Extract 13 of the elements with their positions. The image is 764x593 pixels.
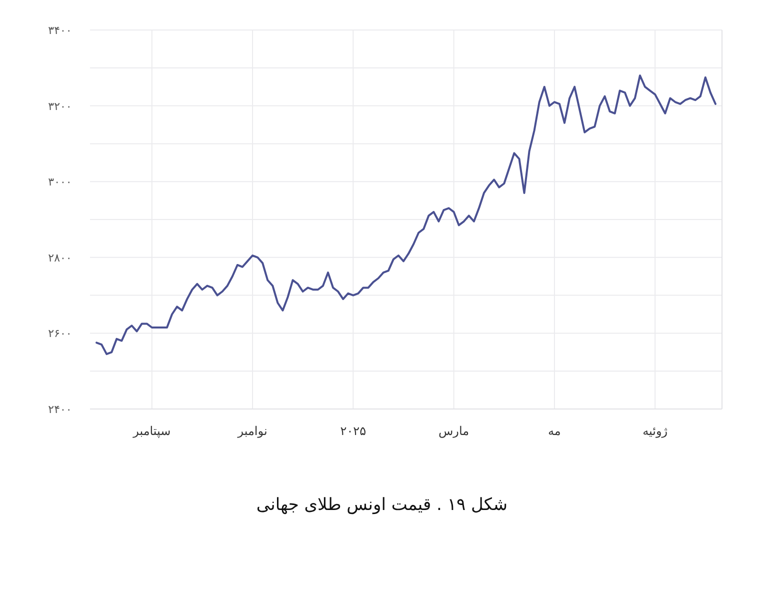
y-tick-label: ۲۴۰۰ [48, 403, 72, 416]
x-tick-label: سپتامبر [132, 424, 171, 438]
text: شکل ۱۹ . قیمت اونس طلای جهانی [256, 495, 508, 515]
y-tick-label: ۲۸۰۰ [48, 251, 72, 264]
y-tick-label: ۳۰۰۰ [48, 176, 72, 189]
y-tick-label: ۲۶۰۰ [48, 327, 72, 340]
x-tick-label: مارس [438, 424, 470, 438]
x-tick-label: مه [548, 424, 561, 438]
y-tick-label: ۳۲۰۰ [48, 100, 72, 113]
x-tick-label: ۲۰۲۵ [340, 424, 366, 438]
x-tick-label: ژوئیه [642, 424, 668, 438]
x-tick-label: نوامبر [236, 424, 268, 438]
y-tick-label: ۳۴۰۰ [48, 24, 72, 37]
